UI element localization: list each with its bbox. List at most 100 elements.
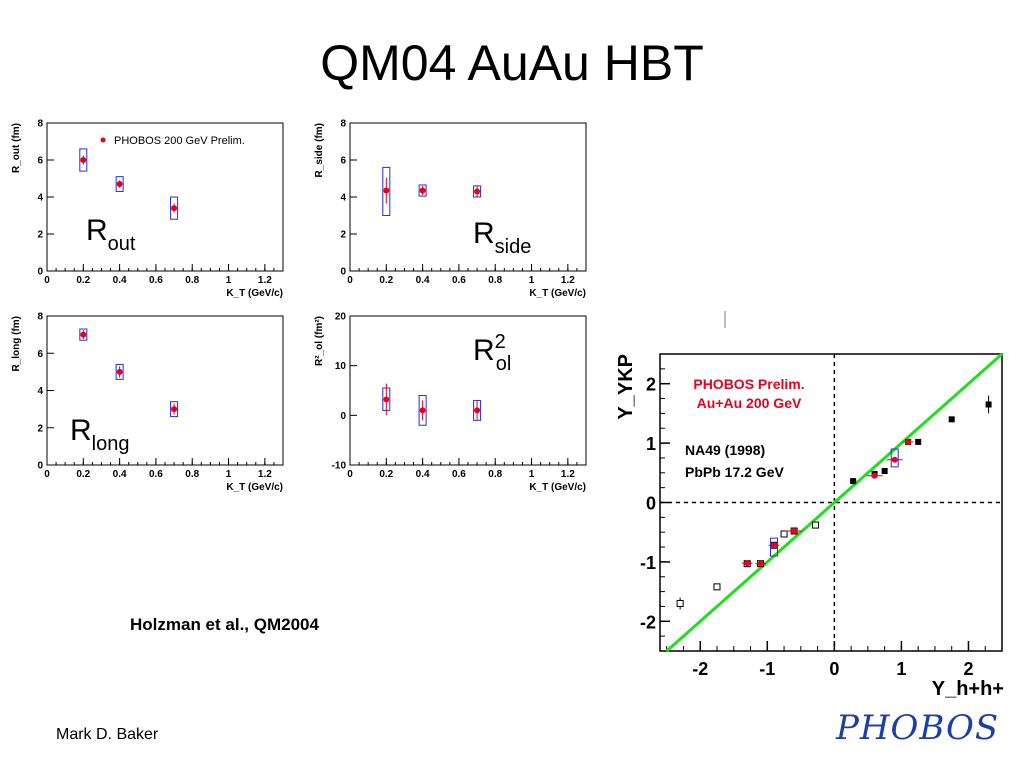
y-tick-label: 1 — [646, 434, 656, 454]
reference-line — [665, 352, 1003, 653]
na49-filled-point — [881, 468, 888, 475]
sys-error-box — [115, 176, 124, 192]
y-tick-label: 6 — [340, 156, 346, 167]
x-tick-label: 1.2 — [561, 275, 575, 286]
y-axis-label: R_out (fm) — [11, 123, 22, 173]
y-tick-label: 8 — [340, 119, 346, 130]
phobos-point — [905, 438, 912, 445]
legend-na49-line1: NA49 (1998) — [685, 442, 765, 458]
x-axis-label: Y_h+h+ — [932, 678, 1004, 700]
na49-filled-point — [915, 438, 922, 445]
y-tick-label: 0 — [646, 494, 656, 514]
y-tick-label: 4 — [37, 386, 43, 397]
y-axis-label: R²_ol (fm²) — [314, 316, 325, 366]
label-subscript: side — [495, 236, 532, 258]
data-point — [116, 368, 123, 375]
sys-error-box — [170, 401, 179, 418]
phobos-point — [791, 528, 798, 535]
x-tick-label: 2 — [963, 659, 973, 679]
legend-marker — [100, 137, 106, 143]
data-point — [419, 407, 426, 414]
phobos-sys-box — [890, 448, 899, 468]
na49-filled-point — [948, 416, 955, 423]
plot-frame — [349, 315, 587, 466]
x-tick-label: 1 — [226, 275, 232, 286]
sys-error-box — [79, 148, 88, 172]
x-tick-label: 0.8 — [488, 275, 502, 286]
x-tick-label: 1 — [226, 469, 232, 480]
y-tick-label: 8 — [37, 119, 43, 130]
sys-error-box — [418, 184, 427, 197]
x-tick-label: 1 — [896, 659, 906, 679]
phobos-logo: PHOBOS — [836, 708, 999, 748]
label-subscript: out — [108, 233, 136, 255]
x-tick-label: 0.4 — [113, 469, 127, 480]
na49-open-point — [780, 530, 788, 538]
na49-filled-point — [985, 401, 992, 408]
data-point — [80, 331, 87, 338]
sys-error-box — [382, 166, 391, 216]
y-tick-label: -2 — [640, 612, 656, 632]
data-point — [474, 407, 481, 414]
na49-open-point — [676, 599, 684, 607]
panel-rside: 0 0.2 0.4 0.6 0.8 1 1.2 0 2 4 6 8 K_T (GeV/c) R_side … — [314, 119, 587, 299]
na49-open-point — [713, 583, 721, 591]
x-tick-label: 0 — [829, 659, 839, 679]
x-tick-label: 0 — [347, 275, 353, 286]
phobos-point — [871, 472, 878, 479]
label-rol: R2 ol — [473, 331, 511, 375]
x-axis-label: K_T (GeV/c) — [529, 288, 586, 299]
x-tick-label: 0 — [44, 275, 50, 286]
x-tick-label: 1.2 — [258, 275, 272, 286]
label-rlong: Rlong — [70, 414, 129, 455]
x-tick-label: 0.4 — [416, 469, 430, 480]
x-tick-label: 1.2 — [561, 469, 575, 480]
label-rout: Rout — [86, 214, 136, 255]
data-point — [80, 157, 87, 163]
y-tick-label: -10 — [332, 461, 347, 472]
panel-rlong: 0 0.2 0.4 0.6 0.8 1 1.2 0 2 4 6 8 K_T (GeV/c) R_long … — [11, 312, 284, 493]
label-subscript: long — [92, 433, 130, 455]
x-axis-label: K_T (GeV/c) — [226, 288, 283, 299]
x-tick-label: 0.4 — [416, 275, 430, 286]
na49-open-point — [812, 521, 820, 529]
x-tick-label: 1 — [529, 275, 535, 286]
x-tick-label: 0.6 — [452, 275, 466, 286]
x-tick-label: 0.8 — [185, 469, 199, 480]
x-axis-label: K_T (GeV/c) — [529, 482, 586, 493]
legend-phobos-line2: Au+Au 200 GeV — [697, 395, 802, 411]
y-tick-label: 2 — [37, 230, 43, 241]
legend-label: PHOBOS 200 GeV Prelim. — [114, 135, 245, 147]
data-point — [383, 396, 390, 403]
data-point — [171, 205, 178, 212]
label-subscript: ol — [496, 353, 512, 375]
x-tick-label: 0.6 — [452, 469, 466, 480]
sys-error-box — [79, 328, 88, 341]
plot-frame — [349, 122, 587, 272]
sys-error-box — [418, 394, 427, 426]
legend-na49-line2: PbPb 17.2 GeV — [685, 464, 784, 480]
phobos-point — [891, 456, 898, 463]
y-axis-label: Y_YKP — [615, 354, 637, 420]
x-tick-label: 0.2 — [76, 469, 90, 480]
data-point — [419, 187, 426, 194]
data-point — [383, 187, 390, 194]
y-tick-label: 4 — [340, 193, 346, 204]
y-tick-label: 20 — [335, 312, 347, 323]
x-tick-label: 0.4 — [113, 275, 127, 286]
y-axis-label: R_long (fm) — [11, 316, 22, 372]
x-tick-label: 0.2 — [379, 469, 393, 480]
data-point — [474, 188, 481, 195]
sys-error-box — [170, 196, 179, 220]
phobos-point — [771, 542, 777, 549]
y-tick-label: 4 — [37, 193, 43, 204]
y-tick-label: 2 — [340, 230, 346, 241]
y-tick-label: 0 — [340, 411, 346, 422]
na49-filled-point — [850, 478, 857, 485]
data-point — [116, 181, 123, 188]
logo-text: PHOBOS — [836, 708, 1000, 748]
y-tick-label: 0 — [340, 267, 346, 278]
y-tick-label: 8 — [37, 312, 43, 323]
